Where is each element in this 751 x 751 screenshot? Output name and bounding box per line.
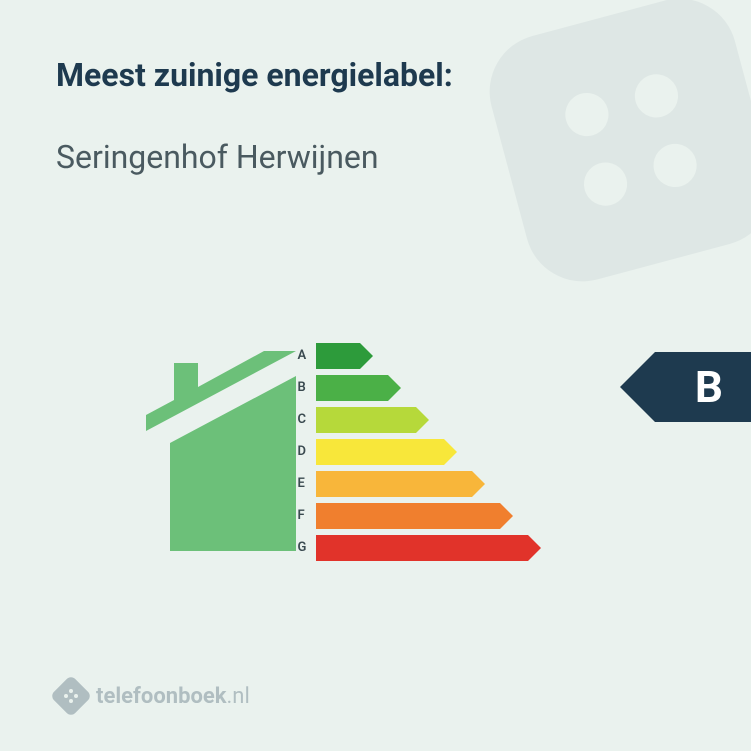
bar-letter: D <box>298 444 316 459</box>
selected-label-badge: B <box>655 352 751 422</box>
card-subtitle: Seringenhof Herwijnen <box>56 138 695 176</box>
footer-text: telefoonboek.nl <box>96 684 250 709</box>
selected-label-letter: B <box>695 361 723 413</box>
energy-bar-D: D <box>298 439 528 465</box>
bar-letter: E <box>298 476 316 491</box>
energy-chart: A B C D E F G <box>56 236 695 681</box>
card-title: Meest zuinige energielabel: <box>56 56 695 94</box>
footer-brand: telefoonboek.nl <box>56 681 695 721</box>
bar-shape <box>316 407 416 433</box>
bar-letter: C <box>298 412 316 427</box>
bar-shape <box>316 375 388 401</box>
bar-shape <box>316 535 528 561</box>
energy-bar-F: F <box>298 503 528 529</box>
energy-bars: A B C D E F G <box>298 343 528 561</box>
energy-bar-C: C <box>298 407 528 433</box>
footer-brand-name: telefoonboek <box>96 684 227 709</box>
bar-letter: B <box>298 380 316 395</box>
energy-bar-E: E <box>298 471 528 497</box>
bar-letter: A <box>298 348 316 363</box>
bar-shape <box>316 439 444 465</box>
house-icon <box>146 351 296 551</box>
energy-bar-B: B <box>298 375 528 401</box>
bar-shape <box>316 471 472 497</box>
bar-letter: F <box>298 508 316 523</box>
footer-brand-tld: .nl <box>227 684 250 709</box>
footer-logo-icon <box>50 675 92 717</box>
bar-letter: G <box>298 540 316 555</box>
energy-bar-G: G <box>298 535 528 561</box>
energy-bar-A: A <box>298 343 528 369</box>
bar-shape <box>316 343 360 369</box>
bar-shape <box>316 503 500 529</box>
